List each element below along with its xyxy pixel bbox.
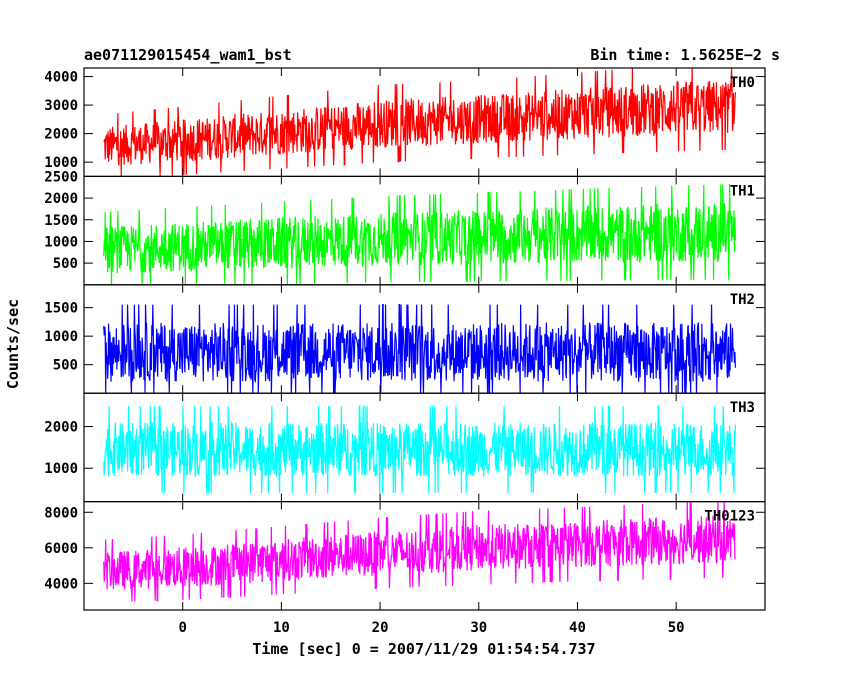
x-tick-label: 10 (273, 620, 290, 636)
chart-title: ae071129015454_wam1_bst (84, 46, 292, 64)
panel-label: TH0 (730, 75, 755, 91)
x-axis-label: Time [sec] 0 = 2007/11/29 01:54:54.737 (252, 640, 595, 658)
series-line-th0123 (103, 501, 736, 602)
y-axis-label: Counts/sec (4, 299, 22, 389)
x-tick-label: 50 (668, 620, 685, 636)
panel-label: TH0123 (704, 509, 755, 525)
chart-subtitle: Bin time: 1.5625E−2 s (590, 46, 780, 64)
series-line-th0 (103, 67, 736, 177)
y-tick-label: 8000 (44, 505, 78, 521)
panel-frame (83, 501, 766, 611)
panel-th3: 1000 2000 TH3 (44, 392, 766, 503)
panel-label: TH1 (730, 183, 755, 199)
y-tick-label: 500 (53, 256, 78, 272)
y-tick-label: 4000 (44, 70, 78, 86)
y-tick-label: 6000 (44, 541, 78, 557)
series-line-th1 (103, 184, 736, 285)
series-line-th2 (103, 304, 736, 394)
panel-label: TH2 (730, 292, 755, 308)
x-tick-label: 0 (178, 620, 186, 636)
y-tick-label: 500 (53, 358, 78, 374)
y-tick-label: 4000 (44, 576, 78, 592)
y-tick-label: 2000 (44, 191, 78, 207)
panel-th0: 1000 2000 3000 4000 TH0 (44, 67, 766, 178)
y-tick-label: 1000 (44, 155, 78, 171)
y-tick-label: 1500 (44, 213, 78, 229)
y-tick-label: 2000 (44, 127, 78, 143)
y-tick-label: 1500 (44, 301, 78, 317)
x-tick-label: 30 (470, 620, 487, 636)
panel-th2: 500 1000 1500 TH2 (44, 284, 766, 394)
y-tick-label: 2500 (44, 169, 78, 185)
x-tick-label: 20 (372, 620, 389, 636)
panel-label: TH3 (730, 400, 755, 416)
y-tick-label: 1000 (44, 234, 78, 250)
series-line-th3 (103, 405, 736, 493)
y-tick-label: 1000 (44, 461, 78, 477)
y-tick-label: 2000 (44, 420, 78, 436)
y-tick-label: 3000 (44, 98, 78, 114)
panel-th0123: 4000 6000 8000 TH0123 (44, 501, 766, 611)
y-tick-label: 1000 (44, 329, 78, 345)
panel-th1: 500 1000 1500 2000 2500 TH1 (44, 169, 766, 286)
x-tick-label: 40 (569, 620, 586, 636)
